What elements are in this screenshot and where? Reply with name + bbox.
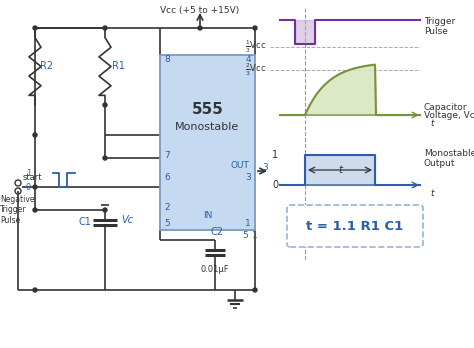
Text: $\frac{1}{3}$Vcc: $\frac{1}{3}$Vcc — [245, 39, 266, 55]
Text: 1: 1 — [245, 220, 251, 229]
Text: Capacitor: Capacitor — [424, 103, 467, 111]
Text: 555: 555 — [191, 103, 223, 118]
FancyBboxPatch shape — [287, 205, 423, 247]
Circle shape — [33, 208, 37, 212]
Text: Vc: Vc — [121, 215, 133, 225]
Circle shape — [103, 103, 107, 107]
Text: 5: 5 — [164, 220, 170, 229]
Text: Pulse: Pulse — [424, 26, 448, 35]
Text: 4: 4 — [245, 55, 251, 64]
Text: Vcc (+5 to +15V): Vcc (+5 to +15V) — [160, 6, 240, 15]
Circle shape — [103, 208, 107, 212]
Text: 1: 1 — [252, 231, 258, 240]
Text: t = 1.1 R1 C1: t = 1.1 R1 C1 — [306, 220, 404, 232]
Text: 3: 3 — [245, 173, 251, 182]
Circle shape — [33, 288, 37, 292]
Circle shape — [198, 26, 202, 30]
Text: Voltage, Vc: Voltage, Vc — [424, 111, 474, 119]
Text: 2: 2 — [164, 203, 170, 212]
Text: C2: C2 — [210, 227, 224, 237]
Circle shape — [103, 156, 107, 160]
Circle shape — [33, 26, 37, 30]
Text: Negative
Trigger
Pulse: Negative Trigger Pulse — [0, 195, 35, 225]
Text: R2: R2 — [40, 61, 54, 71]
Bar — [160, 55, 255, 230]
Circle shape — [103, 26, 107, 30]
Text: 5: 5 — [242, 231, 248, 240]
Text: 6: 6 — [164, 173, 170, 182]
Text: Trigger: Trigger — [424, 17, 455, 26]
Circle shape — [33, 133, 37, 137]
Text: t: t — [430, 119, 434, 128]
Text: 0: 0 — [272, 180, 278, 190]
Text: 0.01μF: 0.01μF — [201, 266, 229, 275]
Text: 1: 1 — [272, 150, 278, 160]
Circle shape — [253, 26, 257, 30]
Text: Monostable: Monostable — [175, 122, 240, 132]
Text: 8: 8 — [164, 55, 170, 64]
Text: OUT: OUT — [230, 160, 249, 169]
Text: IN: IN — [203, 212, 212, 221]
Circle shape — [253, 288, 257, 292]
Text: R1: R1 — [112, 61, 126, 71]
Text: Monostable: Monostable — [424, 149, 474, 158]
Text: start: start — [23, 173, 43, 182]
Text: 0: 0 — [26, 182, 31, 191]
Text: 1: 1 — [26, 168, 31, 177]
Text: $\frac{2}{3}$Vcc: $\frac{2}{3}$Vcc — [245, 62, 266, 78]
Text: Output: Output — [424, 158, 456, 167]
Text: t: t — [338, 165, 342, 175]
Text: C1: C1 — [79, 217, 91, 227]
Circle shape — [33, 185, 37, 189]
Text: 3: 3 — [262, 163, 268, 172]
Text: t: t — [430, 189, 434, 198]
Text: 7: 7 — [164, 150, 170, 159]
